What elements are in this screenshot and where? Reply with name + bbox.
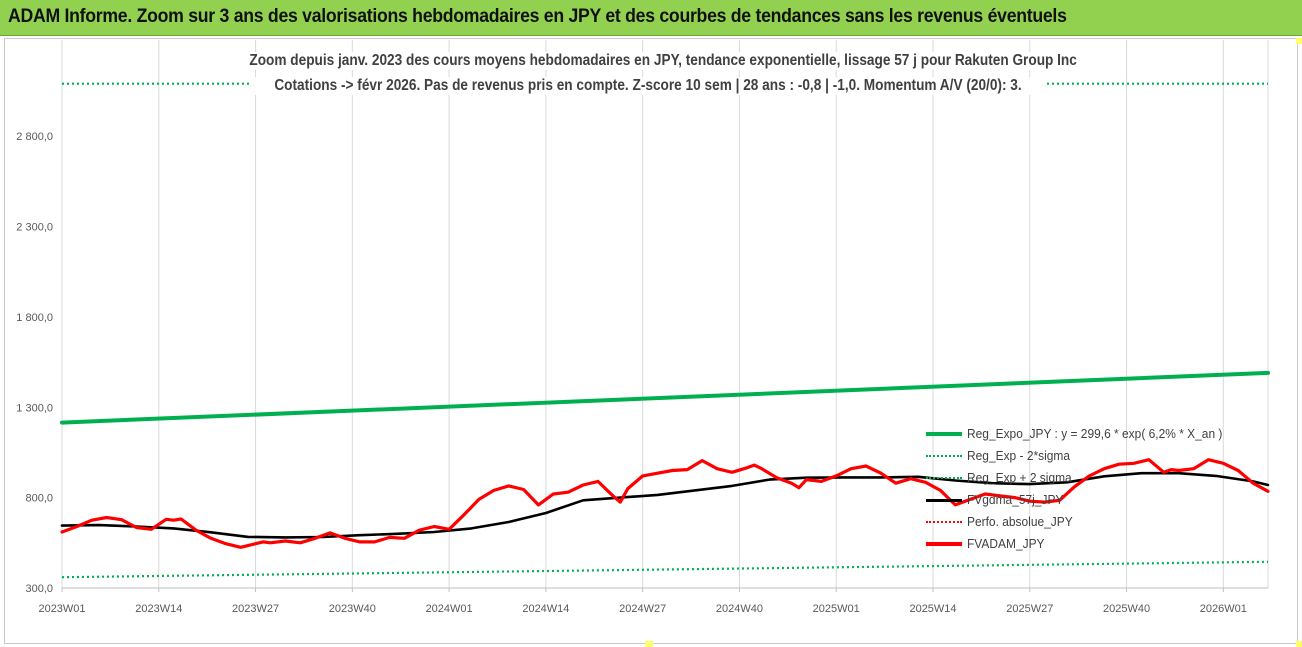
x-tick-label: 2024W27 bbox=[619, 603, 666, 615]
x-tick-label: 2024W14 bbox=[522, 603, 569, 615]
legend-item: FVgdma_57j_JPY bbox=[926, 490, 1286, 510]
x-tick-label: 2025W01 bbox=[813, 603, 860, 615]
legend-item: Perfo. absolue_JPY bbox=[926, 512, 1286, 532]
y-tick-label: 300,0 bbox=[25, 583, 53, 595]
x-axis: 2023W01 2023W14 2023W27 2023W40 2024W01 2024W… bbox=[38, 587, 1268, 615]
legend-swatch bbox=[926, 521, 962, 523]
x-tick-label: 2024W40 bbox=[716, 603, 763, 615]
x-tick-label: 2023W01 bbox=[38, 603, 85, 615]
legend-label: Reg_Exp - 2*sigma bbox=[967, 448, 1071, 463]
series-line-0 bbox=[60, 370, 1270, 425]
y-tick-label: 1 300,0 bbox=[16, 402, 53, 414]
x-tick-label: 2025W14 bbox=[909, 603, 956, 615]
x-tick-label: 2025W27 bbox=[1006, 603, 1053, 615]
legend-swatch bbox=[926, 477, 962, 479]
legend-item: Reg_Expo_JPY : y = 299,6 * exp( 6,2% * X… bbox=[926, 424, 1286, 444]
x-tick-label: 2024W01 bbox=[426, 603, 473, 615]
y-tick-label: 800,0 bbox=[25, 493, 53, 505]
series-line-1 bbox=[61, 560, 1269, 579]
corner-marker-bottom-right bbox=[1296, 641, 1302, 647]
corner-marker-bottom-center bbox=[645, 641, 653, 647]
legend-swatch bbox=[926, 542, 962, 546]
x-tick-label: 2025W40 bbox=[1103, 603, 1150, 615]
legend-label: Perfo. absolue_JPY bbox=[967, 514, 1073, 529]
y-tick-label: 2 800,0 bbox=[16, 131, 53, 143]
chart-subtitle: Cotations -> févr 2026. Pas de revenus p… bbox=[249, 77, 1047, 95]
y-tick-label: 1 800,0 bbox=[16, 312, 53, 324]
legend-label: Reg_Expo_JPY : y = 299,6 * exp( 6,2% * X… bbox=[967, 426, 1223, 441]
x-tick-label: 2023W27 bbox=[232, 603, 279, 615]
legend-item: Reg_Exp - 2*sigma bbox=[926, 446, 1286, 466]
legend-label: FVgdma_57j_JPY bbox=[967, 492, 1064, 507]
series-line-5 bbox=[60, 458, 1270, 549]
x-tick-label: 2023W14 bbox=[135, 603, 182, 615]
y-axis: 300,0 800,0 1 300,0 1 800,0 2 300,0 2 800,0 bbox=[16, 131, 53, 595]
legend-swatch bbox=[926, 455, 962, 457]
legend-swatch bbox=[926, 498, 962, 502]
x-tick-label: 2023W40 bbox=[329, 603, 376, 615]
legend-item: FVADAM_JPY bbox=[926, 534, 1286, 554]
gridlines bbox=[61, 40, 1269, 588]
legend-swatch bbox=[926, 432, 962, 436]
legend-label: Reg_Exp + 2 sigma bbox=[967, 470, 1072, 485]
report-title: ADAM Informe. Zoom sur 3 ans des valoris… bbox=[8, 6, 1067, 27]
series-group bbox=[60, 82, 1270, 579]
x-tick-label: 2026W01 bbox=[1200, 603, 1247, 615]
legend-label: FVADAM_JPY bbox=[967, 536, 1045, 551]
y-tick-label: 2 300,0 bbox=[16, 222, 53, 234]
corner-marker-top-right bbox=[1296, 38, 1302, 44]
legend-item: Reg_Exp + 2 sigma bbox=[926, 468, 1286, 488]
chart-title: Zoom depuis janv. 2023 des cours moyens … bbox=[249, 52, 1077, 70]
report-banner: ADAM Informe. Zoom sur 3 ans des valoris… bbox=[0, 0, 1302, 36]
